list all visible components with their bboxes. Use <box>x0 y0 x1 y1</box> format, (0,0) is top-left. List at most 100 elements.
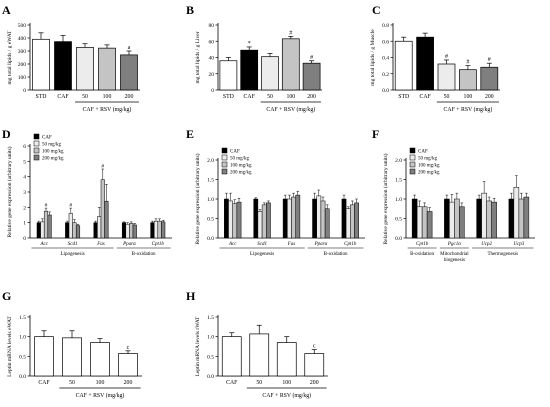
bar <box>236 201 242 239</box>
legend-label: 200 mg/kg <box>230 171 252 176</box>
group-label: B-oxidation <box>410 252 434 257</box>
y-tick-label: 2 <box>23 205 26 211</box>
y-tick-label: 1.0 <box>19 335 26 341</box>
significance-mark: # <box>310 55 313 61</box>
y-tick-label: 6 <box>23 144 26 150</box>
y-tick-label: 0.5 <box>19 354 26 360</box>
y-tick-label: 2.0 <box>207 158 214 164</box>
bar <box>518 198 525 239</box>
bar <box>161 221 166 239</box>
bar <box>476 198 482 239</box>
bar <box>98 47 116 91</box>
legend-swatch <box>33 147 40 154</box>
panel-c: C 0.0 0.2 0.4 0.6 0.8 mg total lipids / g Musc… <box>370 3 500 113</box>
y-axis-label: Relative gene expression (arbitrary unit… <box>6 146 13 237</box>
x-tick-label: Scd1 <box>257 242 267 247</box>
y-tick-label: 0.6 <box>382 39 389 45</box>
bar <box>104 200 109 239</box>
significance-mark: # <box>101 164 104 170</box>
y-tick-label: 0.4 <box>382 56 389 62</box>
bar <box>97 216 102 239</box>
y-tick-label: 1 <box>23 221 26 227</box>
panel-letter: E <box>186 127 194 141</box>
panel-letter: B <box>186 3 194 17</box>
legend-swatch <box>409 147 416 154</box>
bar <box>444 198 450 239</box>
legend-swatch <box>33 140 40 147</box>
x-tick-label: 50 <box>444 94 450 100</box>
legend-swatch <box>221 147 228 154</box>
y-tick-label: 1.0 <box>207 335 214 341</box>
x-tick-label: 100 <box>96 380 105 386</box>
y-tick-label: 1.5 <box>207 178 214 184</box>
bar <box>459 69 477 91</box>
panel-e: E 0.0 0.5 1.0 1.5 2.0 Relative gene expression… <box>186 127 365 257</box>
x-tick-label: 200 <box>310 380 319 386</box>
bar <box>287 198 292 239</box>
bar <box>261 56 279 91</box>
bar <box>232 203 238 239</box>
legend-swatch <box>409 154 416 161</box>
bar <box>316 195 322 239</box>
bar <box>394 40 413 91</box>
group-label: CAF + RSV (mg/kg) <box>262 392 311 399</box>
x-tick-label: Cpt1b <box>344 242 357 247</box>
bar <box>324 208 330 239</box>
group-label: B-oxidation <box>132 252 156 257</box>
legend-label: 50 mg/kg <box>230 157 250 162</box>
bar <box>54 41 72 91</box>
x-tick-label: Acc <box>39 242 48 247</box>
x-tick-label: Scd1 <box>68 242 78 247</box>
y-tick-label: 60 <box>209 39 215 45</box>
significance-mark: c <box>127 345 130 351</box>
y-axis-label: Relative gene expression (arbitrary unit… <box>194 153 201 244</box>
bar <box>416 36 434 91</box>
legend-label: CAF <box>42 136 52 141</box>
bar <box>320 200 326 239</box>
bar <box>491 201 497 239</box>
significance-mark: # <box>466 60 469 66</box>
y-tick-label: 500 <box>18 23 27 29</box>
bar <box>221 336 242 377</box>
x-tick-label: Pparα <box>122 242 136 247</box>
bar <box>65 222 70 239</box>
y-axis-label: Leptin mRNA levels rWAT <box>195 316 201 377</box>
x-tick-label: 200 <box>124 380 133 386</box>
y-tick-label: 0.5 <box>207 354 214 360</box>
panel-d: D 0 1 2 3 4 5 6 Relative gene expression (arbitr… <box>2 127 172 257</box>
legend-swatch <box>409 168 416 175</box>
significance-mark: * <box>248 41 251 47</box>
y-tick-label: 0 <box>23 88 26 94</box>
bar <box>90 342 110 377</box>
panel-g: G 0.0 0.5 1.0 1.5 Leptin mRNA levels eWAT CAF 5… <box>2 289 142 399</box>
x-tick-label: CAF <box>419 94 431 100</box>
bar <box>76 47 94 91</box>
x-tick-label: Cpt1b <box>152 242 165 247</box>
bar <box>118 353 138 377</box>
bar <box>34 336 54 377</box>
panel-letter: F <box>372 127 379 141</box>
x-tick-label: Pgc1α <box>447 242 461 247</box>
y-tick-label: 1.5 <box>395 178 402 184</box>
group-label: CAF + RSV (mg/kg) <box>83 106 132 113</box>
significance-mark: # <box>69 203 72 209</box>
bar <box>523 196 530 239</box>
bar <box>426 211 433 239</box>
y-tick-label: 100 <box>18 75 27 81</box>
bar <box>295 194 301 239</box>
significance-mark: # <box>45 203 48 209</box>
bar <box>157 220 162 239</box>
y-tick-label: 0.0 <box>207 236 214 242</box>
legend-label: 200 mg/kg <box>418 171 440 176</box>
bar <box>480 66 499 91</box>
significance-mark: # <box>445 54 448 60</box>
bar <box>486 200 492 239</box>
bar <box>257 211 263 239</box>
legend-label: 200 mg/kg <box>42 157 64 162</box>
bar <box>481 192 487 239</box>
x-tick-label: CAF <box>38 380 50 386</box>
y-tick-label: 0.0 <box>207 374 214 380</box>
bar <box>47 214 52 239</box>
y-tick-label: 0 <box>23 236 26 242</box>
y-tick-label: 0.0 <box>19 374 26 380</box>
